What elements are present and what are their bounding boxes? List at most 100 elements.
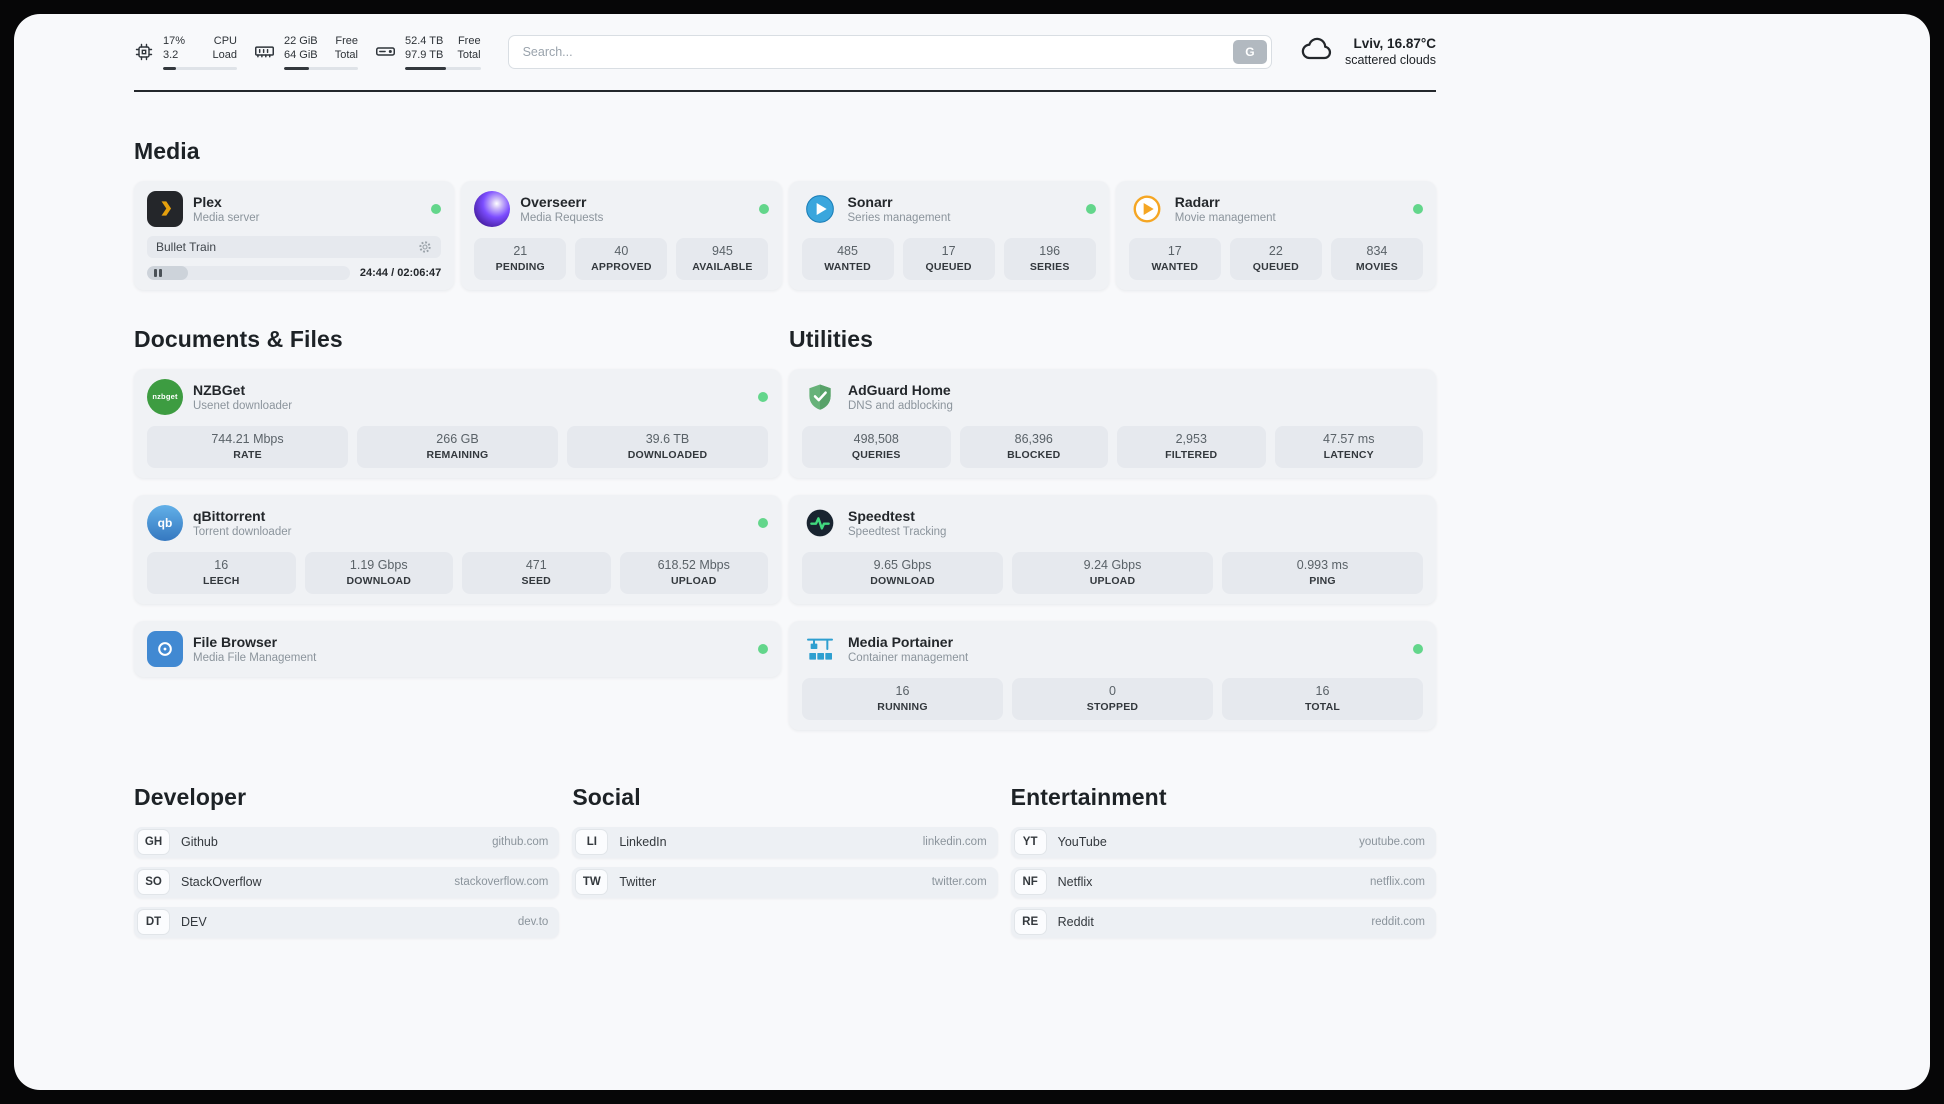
weather-widget: Lviv, 16.87°C scattered clouds <box>1299 35 1436 68</box>
portainer-icon <box>802 631 838 667</box>
stat-box: 2,953 FILTERED <box>1117 425 1266 468</box>
ram-progress-bar <box>284 66 358 70</box>
bookmark-name: StackOverflow <box>181 875 262 890</box>
stat-box: 471 SEED <box>462 551 611 594</box>
bookmark-url: dev.to <box>517 916 549 929</box>
service-subtitle: Speedtest Tracking <box>848 525 947 538</box>
stat-box: 744.21 Mbps RATE <box>147 425 348 468</box>
cpu-percent: 17% <box>163 35 186 47</box>
status-dot <box>758 391 768 402</box>
bookmark-dev[interactable]: DT DEV dev.to <box>134 906 560 938</box>
stat-box: 86,396 BLOCKED <box>959 425 1108 468</box>
service-card-speedtest[interactable]: Speedtest Speedtest Tracking 9.65 Gbps DO… <box>789 494 1436 604</box>
cpu-load-value: 3.2 <box>163 49 179 62</box>
service-subtitle: Series management <box>847 211 951 224</box>
bookmark-youtube[interactable]: YT YouTube youtube.com <box>1010 826 1436 858</box>
service-card-portainer[interactable]: Media Portainer Container management 16 R… <box>789 620 1436 730</box>
bookmark-url: github.com <box>492 836 549 849</box>
bookmark-section-entertainment: Entertainment YT YouTube youtube.com NF … <box>1010 784 1436 938</box>
service-subtitle: Media File Management <box>193 651 317 664</box>
section-title-social: Social <box>572 783 641 810</box>
bookmark-name: Reddit <box>1057 915 1094 930</box>
radarr-icon <box>1129 191 1165 227</box>
service-card-adguard[interactable]: AdGuard Home DNS and adblocking 498,508 Q… <box>789 368 1436 478</box>
bookmark-abbr: GH <box>138 830 169 855</box>
service-subtitle: Media Requests <box>520 211 604 224</box>
bookmark-twitter[interactable]: TW Twitter twitter.com <box>572 866 998 898</box>
disk-total-value: 97.9 TB <box>405 49 444 62</box>
disk-progress-bar <box>405 66 481 70</box>
stat-box: 47.57 ms LATENCY <box>1274 425 1423 468</box>
bookmark-abbr: TW <box>576 870 608 895</box>
ram-label-2: Total <box>334 49 358 62</box>
stat-box: 16 LEECH <box>147 551 296 594</box>
stat-box: 0.993 ms PING <box>1222 551 1423 594</box>
stat-box: 1.19 Gbps DOWNLOAD <box>304 551 453 594</box>
bookmark-abbr: DT <box>138 910 169 935</box>
service-card-plex[interactable]: Plex Media server Bullet Train <box>134 180 455 290</box>
ram-stats: 22 GiB 64 GiB Free Total <box>254 34 358 70</box>
filebrowser-icon <box>147 630 183 667</box>
service-name: Radarr <box>1174 193 1220 210</box>
now-playing-row: Bullet Train <box>147 235 442 258</box>
status-dot <box>1413 203 1423 214</box>
overseerr-icon <box>474 190 511 227</box>
bookmark-reddit[interactable]: RE Reddit reddit.com <box>1010 906 1436 938</box>
search-provider-button[interactable]: G <box>1232 39 1267 64</box>
section-utilities: Utilities AdGuard Home <box>789 326 1436 730</box>
bookmark-abbr: SO <box>138 870 169 895</box>
stat-box: 618.52 Mbps UPLOAD <box>619 551 768 594</box>
status-dot <box>758 643 768 654</box>
topbar-divider <box>134 89 1436 92</box>
service-name: AdGuard Home <box>848 381 951 398</box>
service-card-filebrowser[interactable]: File Browser Media File Management <box>134 620 781 677</box>
service-card-sonarr[interactable]: Sonarr Series management 485 WANTED 17 QUE… <box>788 180 1109 290</box>
service-name: Sonarr <box>847 193 893 210</box>
service-name: Speedtest <box>848 507 915 524</box>
stat-box: 16 RUNNING <box>802 677 1003 720</box>
stat-box: 9.65 Gbps DOWNLOAD <box>802 551 1003 594</box>
stat-box: 945 AVAILABLE <box>676 237 769 280</box>
stat-box: 266 GB REMAINING <box>357 425 558 468</box>
service-subtitle: Media server <box>193 211 260 224</box>
bookmark-name: Github <box>181 835 218 850</box>
ram-free-value: 22 GiB <box>284 35 318 47</box>
service-card-qbittorrent[interactable]: qb qBittorrent Torrent downloader 16 LEEC… <box>134 494 781 604</box>
cpu-label-2: Load <box>212 49 237 62</box>
weather-location: Lviv, 16.87°C <box>1353 36 1436 52</box>
cpu-icon <box>134 42 154 62</box>
bookmark-name: DEV <box>181 915 207 930</box>
disk-label-1: Free <box>457 35 481 47</box>
bookmark-stackoverflow[interactable]: SO StackOverflow stackoverflow.com <box>134 866 560 898</box>
bookmark-abbr: LI <box>576 830 608 855</box>
cpu-progress-bar <box>163 66 237 70</box>
section-documents: Documents & Files nzbget NZBGet Usenet d… <box>134 326 781 730</box>
gear-icon[interactable] <box>418 240 432 254</box>
bookmark-linkedin[interactable]: LI LinkedIn linkedin.com <box>572 826 998 858</box>
section-media: Media Plex Media server Bullet Train <box>134 138 1436 290</box>
disk-label-2: Total <box>457 49 481 62</box>
service-name: Media Portainer <box>848 633 954 650</box>
stat-box: 9.24 Gbps UPLOAD <box>1012 551 1213 594</box>
bookmark-github[interactable]: GH Github github.com <box>134 826 560 858</box>
bookmark-netflix[interactable]: NF Netflix netflix.com <box>1010 866 1436 898</box>
disk-stats: 52.4 TB 97.9 TB Free Total <box>375 34 481 70</box>
search-input[interactable] <box>507 34 1272 69</box>
sonarr-icon <box>802 191 838 227</box>
speedtest-icon <box>802 505 838 541</box>
service-name: File Browser <box>193 633 278 650</box>
bookmark-url: netflix.com <box>1370 876 1425 889</box>
stat-box: 0 STOPPED <box>1012 677 1213 720</box>
service-card-radarr[interactable]: Radarr Movie management 17 WANTED 22 QUEUE… <box>1115 180 1436 290</box>
service-subtitle: Container management <box>848 651 969 664</box>
playback-row: 24:44 / 02:06:47 <box>147 265 441 280</box>
stat-box: 16 TOTAL <box>1222 677 1423 720</box>
bookmark-name: LinkedIn <box>619 835 667 850</box>
section-title-utilities: Utilities <box>789 325 873 352</box>
section-title-developer: Developer <box>134 783 247 810</box>
service-card-overseerr[interactable]: Overseerr Media Requests 21 PENDING 40 APP… <box>461 180 782 290</box>
stat-box: 21 PENDING <box>474 237 567 280</box>
bookmark-section-developer: Developer GH Github github.com SO StackO… <box>134 783 560 938</box>
service-card-nzbget[interactable]: nzbget NZBGet Usenet downloader 744.21 M… <box>134 368 781 478</box>
status-dot <box>1413 643 1423 654</box>
